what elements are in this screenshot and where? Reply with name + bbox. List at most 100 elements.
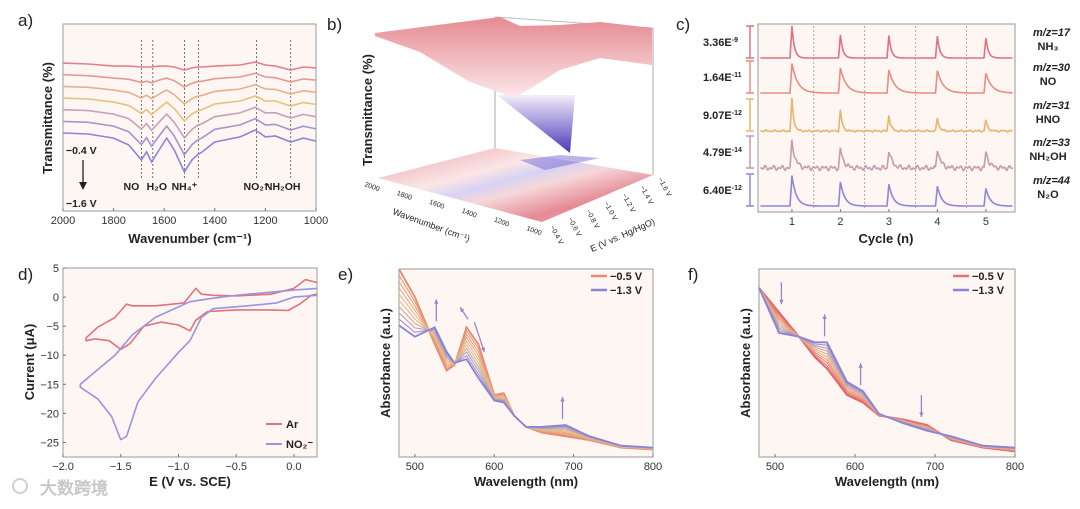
mz-label: m/z=17 (1033, 27, 1071, 39)
species-label: HNO (1036, 114, 1061, 126)
spectrum-curve (62, 129, 317, 174)
x-tick-label: 700 (926, 461, 944, 473)
scale-mantissa: 3.36E (703, 37, 732, 49)
x-axis-title: Wavelength (nm) (474, 474, 578, 489)
scale-exponent: -14 (732, 147, 742, 154)
x-tick-label: 1800 (396, 190, 413, 202)
spectrum-curve (62, 117, 317, 157)
arrow-head-icon (919, 412, 924, 418)
band-label: NH₂OH (265, 181, 301, 193)
legend-label: −1.3 V (610, 285, 643, 297)
absorbance-curve (398, 312, 654, 449)
plot-area (62, 23, 317, 212)
arrow-head-icon (560, 397, 565, 402)
scale-exponent: -12 (732, 110, 742, 117)
x-tick-label: 500 (766, 461, 784, 473)
legend-label: −0.5 V (972, 271, 1005, 283)
arrow-head-icon (79, 182, 87, 190)
absorbance-curve (398, 275, 654, 450)
spectrum-curve (62, 95, 317, 123)
scale-mantissa: 4.79E (703, 147, 732, 159)
spectrum-curve (62, 61, 317, 71)
x-tick-label: −1.0 (168, 461, 190, 473)
x-axis-title: Cycle (n) (859, 231, 914, 246)
scale-label: 3.36E-9 (703, 37, 738, 49)
arrow-head-icon (460, 307, 465, 313)
y-tick-label: −1.6 V (656, 177, 672, 199)
scale-mantissa: 9.07E (703, 110, 732, 122)
spectrum-curve (62, 106, 317, 140)
ms-signal-trace (759, 139, 1014, 172)
y-tick-label: −1.0 V (602, 201, 618, 223)
band-label: NO (124, 181, 140, 193)
y-tick-label: 0 (53, 292, 59, 304)
transmittance-surface (375, 17, 652, 98)
scale-label: 9.07E-12 (703, 110, 742, 122)
x-tick-label: 1400 (203, 215, 227, 227)
band-label: H₂O (147, 181, 167, 193)
x-tick-label: 800 (1006, 461, 1024, 473)
species-label: N₂O (1037, 189, 1059, 201)
y-tick-label: −1.2 V (620, 193, 636, 215)
y-axis-title: E (V vs. Hg/HgO) (589, 216, 657, 253)
spectrum-curve (62, 72, 317, 88)
absorbance-curve (398, 268, 654, 451)
species-label: NO (1040, 76, 1057, 88)
scale-exponent: -12 (732, 185, 742, 192)
x-tick-label: 600 (485, 461, 503, 473)
arrow-head-icon (434, 299, 439, 304)
y-tick-label: −15 (40, 379, 59, 391)
x-tick-label: 2 (837, 216, 843, 228)
y-tick-label: −5 (46, 321, 59, 333)
x-tick-label: 1200 (493, 217, 510, 229)
panel-label: f) (688, 265, 698, 284)
ms-signal-trace (760, 175, 1013, 207)
absorbance-curve (398, 306, 654, 449)
absorbance-curve (398, 287, 654, 450)
legend-label: −0.5 V (610, 271, 643, 283)
x-tick-label: 700 (564, 461, 582, 473)
plot-area (758, 268, 1016, 458)
projection-floor (378, 148, 653, 222)
panel-label: b) (327, 15, 342, 34)
legend-label: NO₂⁻ (286, 439, 313, 451)
transmittance-dip (497, 95, 575, 153)
scale-exponent: -9 (732, 37, 738, 44)
legend-label: −1.3 V (972, 285, 1005, 297)
x-tick-label: 1400 (461, 208, 478, 220)
panel-label: e) (338, 265, 353, 284)
panel-b: b) Transmittance (%) 2000 1800 1600 1400 120… (327, 15, 672, 254)
x-tick-label: −1.5 (110, 461, 132, 473)
x-tick-label: 1800 (101, 215, 125, 227)
y-tick-label: −0.8 V (584, 209, 600, 231)
y-tick-label: −10 (40, 350, 59, 362)
spectrum-curve (62, 83, 317, 106)
panel-label: c) (676, 15, 690, 34)
y-axis-title: Current (μA) (22, 324, 37, 401)
absorbance-curve (398, 293, 654, 450)
legend-label: Ar (286, 419, 299, 431)
panel-label: a) (18, 11, 33, 30)
scale-mantissa: 6.40E (703, 185, 732, 197)
absorbance-curve (398, 299, 654, 449)
watermark-logo-icon (12, 478, 28, 494)
x-tick-label: 1600 (428, 199, 445, 211)
x-axis-title: Wavenumber (cm⁻¹) (128, 231, 251, 246)
panel-f: f) 500 600 700 800 −0.5 V −1.3 V Wavelength (… (688, 265, 1024, 489)
panel-e: e) 500 600 700 800 −0.5 V −1.3 V Wavelength (… (338, 265, 662, 489)
trend-arrow (473, 321, 485, 353)
arrow-head-icon (858, 363, 863, 368)
absorbance-curve (398, 324, 654, 449)
x-tick-label: −2.0 (52, 461, 74, 473)
arrow-head-icon (480, 347, 486, 353)
scale-exponent: -11 (732, 72, 742, 79)
x-axis-title: E (V vs. SCE) (149, 474, 231, 489)
y-tick-label: −0.6 V (566, 217, 582, 239)
x-tick-label: 3 (886, 216, 892, 228)
y-tick-label: −25 (40, 437, 59, 449)
watermark-text: 大数跨境 (40, 478, 108, 498)
mz-label: m/z=30 (1033, 62, 1071, 74)
x-tick-label: 4 (934, 216, 940, 228)
y-axis-title: Absorbance (a.u.) (738, 308, 753, 418)
scale-label: 4.79E-14 (703, 147, 742, 159)
